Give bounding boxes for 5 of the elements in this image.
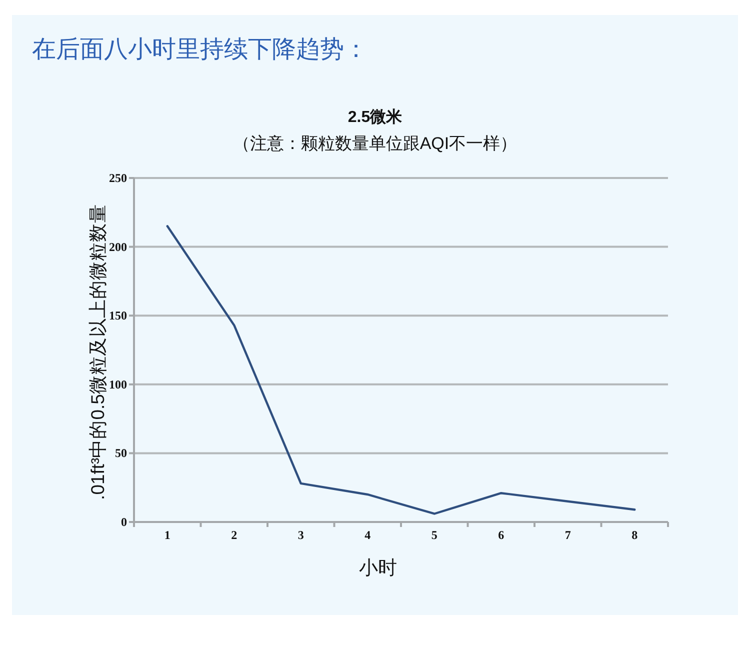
subtitle: （注意：颗粒数量单位跟AQI不一样） [232, 134, 518, 153]
title: 2.5微米 [348, 109, 402, 126]
annotation: 在后面八小时里持续下降趋势： [32, 36, 368, 63]
xlabel: 小时 [359, 558, 397, 579]
ylabel: .01ft³中的0.5微粒及以上的微粒数量 [87, 204, 108, 500]
